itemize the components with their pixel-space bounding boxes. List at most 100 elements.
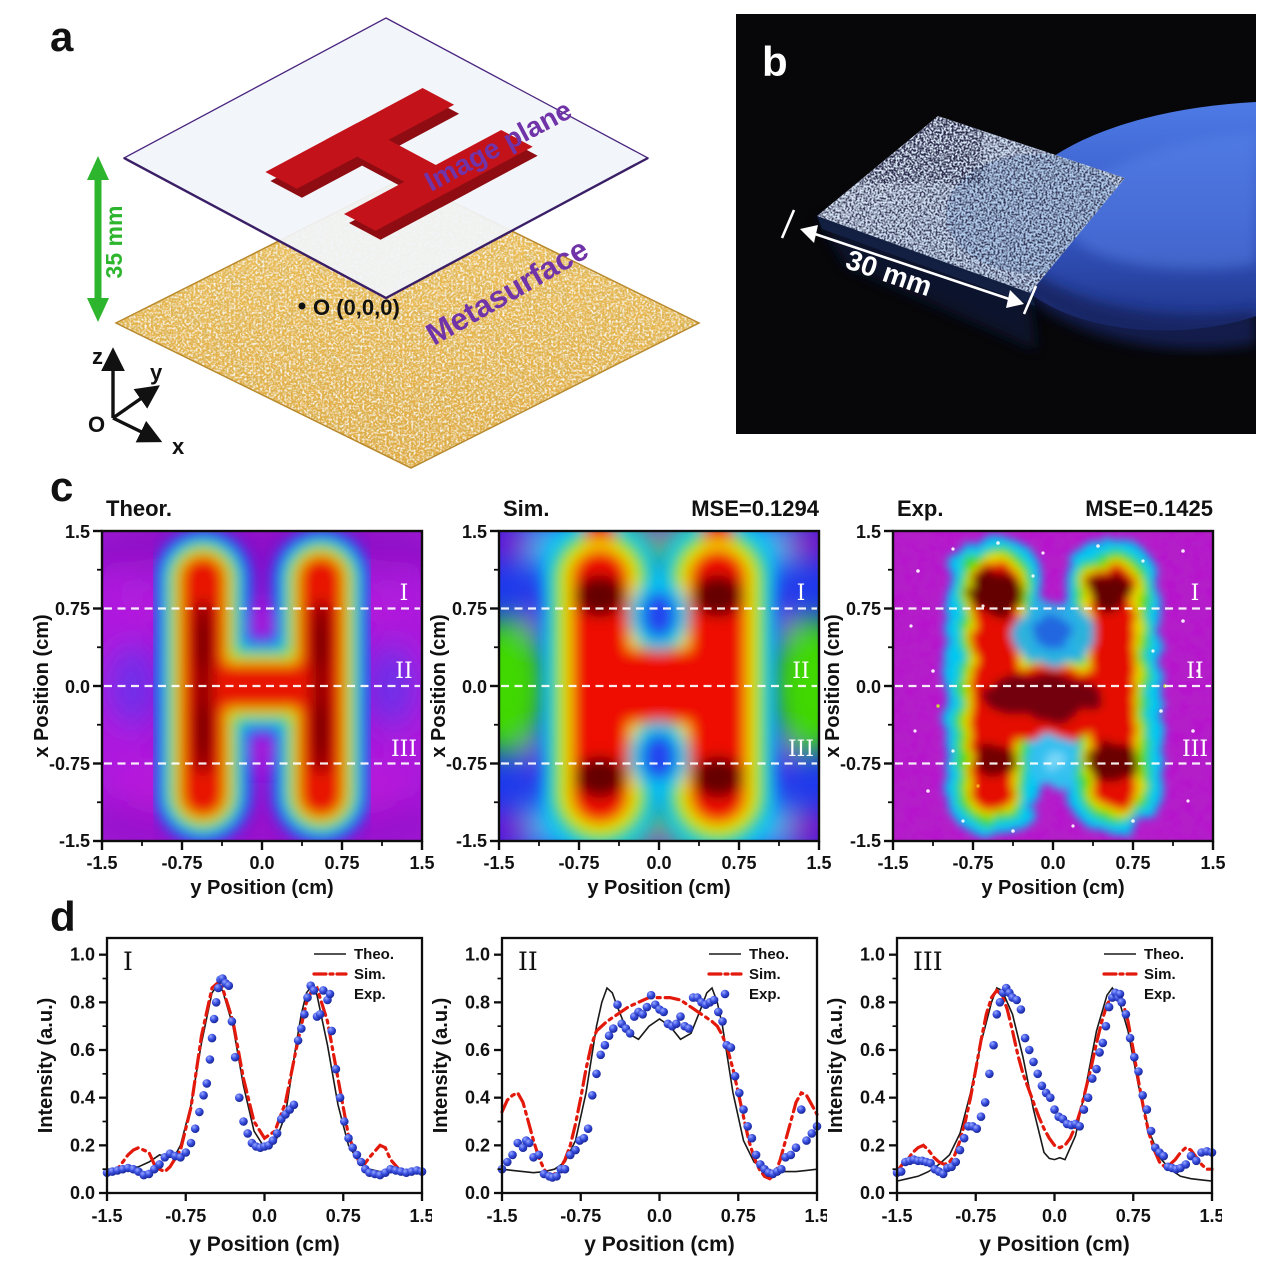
svg-text:0.0: 0.0 — [646, 853, 671, 873]
scale-arrow — [780, 209, 1038, 315]
svg-text:-0.75: -0.75 — [955, 1206, 996, 1226]
svg-text:0.75: 0.75 — [324, 853, 359, 873]
svg-text:0.2: 0.2 — [465, 1135, 490, 1155]
sample-shadow — [817, 216, 1036, 350]
svg-text:-1.5: -1.5 — [483, 853, 514, 873]
map-title: Theor. — [106, 496, 172, 521]
svg-text:-0.75: -0.75 — [165, 1206, 206, 1226]
svg-text:Theo.: Theo. — [354, 946, 394, 963]
legend: Theo. Sim. Exp. — [707, 946, 789, 1003]
cut-label-II: II — [395, 659, 412, 684]
axis-y-label: y — [150, 360, 163, 385]
svg-text:0.0: 0.0 — [462, 677, 487, 697]
axis-ticks — [494, 953, 819, 1201]
axis-x-label: x — [172, 434, 185, 459]
svg-text:0.6: 0.6 — [70, 1040, 95, 1060]
origin-point-label: O (0,0,0) — [313, 295, 400, 320]
distance-arrow — [87, 156, 109, 322]
x-axis-title: y Position (cm) — [584, 1233, 735, 1256]
svg-text:0.75: 0.75 — [1115, 853, 1150, 873]
svg-text:-1.5: -1.5 — [91, 1206, 122, 1226]
svg-text:Sim.: Sim. — [1144, 966, 1176, 983]
tick-labels: 1.5 0.75 0.0 -0.75 -1.5 -1.5 -0.75 0.0 0… — [840, 522, 1226, 873]
svg-text:Sim.: Sim. — [354, 966, 386, 983]
axis-ticks — [490, 529, 821, 850]
svg-text:0.4: 0.4 — [70, 1088, 95, 1108]
cut-label-II: II — [792, 659, 809, 684]
tick-labels: -1.5 -0.75 0.0 0.75 1.5 0.0 0.2 0.4 0.6 0.8 1.0 — [860, 945, 1222, 1226]
svg-text:0.8: 0.8 — [860, 992, 885, 1012]
svg-text:0.75: 0.75 — [721, 853, 756, 873]
svg-text:1.0: 1.0 — [70, 945, 95, 965]
svg-text:Theo.: Theo. — [749, 946, 789, 963]
svg-text:0.0: 0.0 — [1040, 853, 1065, 873]
svg-text:-1.5: -1.5 — [86, 853, 117, 873]
svg-text:1.5: 1.5 — [806, 853, 831, 873]
svg-text:Sim.: Sim. — [749, 966, 781, 983]
y-axis-title: x Position (cm) — [823, 614, 844, 757]
tick-labels: -1.5 -0.75 0.0 0.75 1.5 0.0 0.2 0.4 0.6 0.8 1.0 — [70, 945, 432, 1226]
svg-text:0.4: 0.4 — [465, 1088, 490, 1108]
svg-text:Exp.: Exp. — [1144, 986, 1176, 1003]
svg-text:1.5: 1.5 — [1199, 1206, 1222, 1226]
svg-text:0.6: 0.6 — [860, 1040, 885, 1060]
svg-text:-0.75: -0.75 — [49, 754, 90, 774]
svg-text:0.75: 0.75 — [846, 599, 881, 619]
cut-label-I: I — [400, 581, 409, 606]
axis-ticks — [884, 529, 1215, 850]
svg-text:1.5: 1.5 — [856, 522, 881, 542]
svg-text:-0.75: -0.75 — [558, 853, 599, 873]
tick-labels: 1.5 0.75 0.0 -0.75 -1.5 -1.5 -0.75 0.0 0… — [446, 522, 832, 873]
y-axis-title: Intensity (a.u.) — [35, 998, 57, 1134]
cut-label-I: I — [1191, 581, 1200, 606]
x-axis-title: y Position (cm) — [190, 877, 333, 899]
y-axis-title: Intensity (a.u.) — [825, 998, 847, 1134]
y-axis-title: x Position (cm) — [32, 614, 53, 757]
svg-text:0.0: 0.0 — [249, 853, 274, 873]
svg-text:-1.5: -1.5 — [881, 1206, 912, 1226]
svg-text:0.4: 0.4 — [860, 1088, 885, 1108]
heatmap-exp: Exp. MSE=0.1425 — [822, 486, 1233, 911]
axis-ticks — [889, 953, 1214, 1201]
heatmap-theor: Theor. — [31, 486, 442, 911]
svg-text:0.0: 0.0 — [65, 677, 90, 697]
axis-ticks — [93, 529, 424, 850]
axis-ticks — [99, 953, 424, 1201]
exp-scatter-series — [497, 990, 822, 1182]
distance-label: 35 mm — [101, 206, 127, 279]
exp-scatter-series — [892, 983, 1217, 1179]
panel-a-label: a — [50, 13, 74, 60]
map-mse: MSE=0.1425 — [1085, 496, 1213, 521]
svg-text:0.0: 0.0 — [465, 1183, 490, 1203]
svg-text:0.0: 0.0 — [252, 1206, 277, 1226]
svg-text:0.8: 0.8 — [70, 992, 95, 1012]
legend: Theo. Sim. Exp. — [312, 946, 394, 1003]
cut-label-III: III — [1182, 737, 1208, 762]
cut-label-III: III — [391, 737, 417, 762]
x-axis-title: y Position (cm) — [981, 877, 1124, 899]
sim-line-series — [895, 988, 1214, 1174]
cut-lines — [895, 607, 1211, 765]
coordinate-axes — [101, 347, 163, 443]
intensity-profile-I: -1.5 -0.75 0.0 0.75 1.5 0.0 0.2 0.4 0.6 0.8 1.0 y P… — [35, 936, 432, 1256]
svg-text:0.0: 0.0 — [860, 1183, 885, 1203]
svg-text:-1.5: -1.5 — [59, 831, 90, 851]
svg-text:0.75: 0.75 — [721, 1206, 756, 1226]
svg-text:0.0: 0.0 — [856, 677, 881, 697]
axis-origin-label: O — [88, 412, 105, 437]
svg-text:-1.5: -1.5 — [456, 831, 487, 851]
svg-text:Exp.: Exp. — [354, 986, 386, 1003]
svg-text:0.0: 0.0 — [70, 1183, 95, 1203]
cut-label-I: I — [797, 581, 806, 606]
tick-labels: 1.5 0.75 0.0 -0.75 -1.5 -1.5 -0.75 0.0 0… — [49, 522, 435, 873]
cut-label-III: III — [788, 737, 814, 762]
cut-label: II — [518, 947, 538, 976]
map-title: Sim. — [503, 496, 549, 521]
svg-text:-0.75: -0.75 — [840, 754, 881, 774]
svg-text:-0.75: -0.75 — [952, 853, 993, 873]
svg-text:1.0: 1.0 — [465, 945, 490, 965]
cut-label: I — [123, 947, 133, 976]
panel-c-label: c — [50, 463, 74, 510]
svg-text:1.5: 1.5 — [462, 522, 487, 542]
heatmap-art-theor — [102, 531, 422, 841]
